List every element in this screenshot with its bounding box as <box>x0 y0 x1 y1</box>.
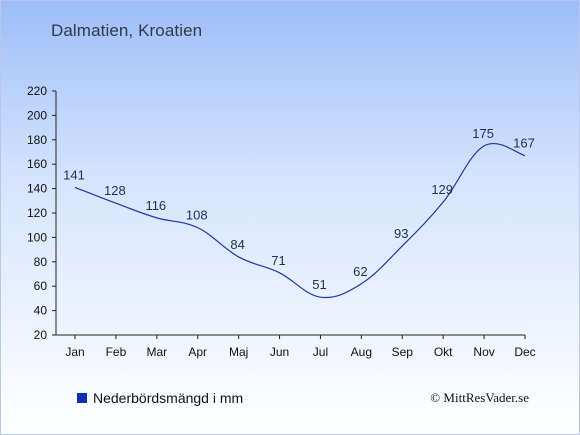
data-label: 116 <box>145 198 166 213</box>
credit-text: © MittResVader.se <box>430 390 529 405</box>
chart-title: Dalmatien, Kroatien <box>51 21 203 40</box>
data-label: 71 <box>271 253 285 268</box>
data-labels: 141 128 116 108 84 71 51 62 93 129 175 167 <box>63 126 535 292</box>
x-tick-label: Sep <box>392 345 414 359</box>
y-tick-label: 20 <box>34 328 48 342</box>
data-label: 84 <box>230 237 244 252</box>
data-label: 62 <box>353 264 367 279</box>
data-label: 51 <box>312 277 326 292</box>
x-tick-label: Feb <box>106 345 127 359</box>
x-tick-label: Okt <box>434 345 453 359</box>
x-tick-label: Jul <box>313 345 328 359</box>
legend-label: Nederbördsmängd i mm <box>93 390 244 406</box>
axes: 20 40 60 80 100 120 140 160 180 200 220 Jan Feb Mar Ap… <box>27 84 536 359</box>
x-tick-label: Maj <box>229 345 248 359</box>
data-label: 141 <box>63 167 85 182</box>
y-tick-label: 60 <box>34 279 48 293</box>
series-layer <box>74 143 526 299</box>
data-label: 93 <box>394 226 408 241</box>
data-label: 129 <box>431 182 453 197</box>
x-tick-label: Mar <box>146 345 167 359</box>
y-tick-label: 200 <box>27 108 47 122</box>
x-tick-label: Jan <box>65 345 84 359</box>
y-tick-label: 120 <box>27 206 47 220</box>
y-tick-label: 40 <box>34 304 48 318</box>
legend-swatch <box>77 393 87 403</box>
x-tick-label: Jun <box>270 345 289 359</box>
x-tick-label: Aug <box>351 345 372 359</box>
y-tick-label: 140 <box>27 182 47 196</box>
legend: Nederbördsmängd i mm <box>77 390 243 406</box>
y-tick-label: 160 <box>27 157 47 171</box>
x-tick-label: Dec <box>514 345 535 359</box>
y-tick-label: 80 <box>34 255 48 269</box>
data-label: 128 <box>104 183 126 198</box>
series-line <box>74 143 526 299</box>
x-tick-label: Apr <box>188 345 207 359</box>
y-tick-label: 220 <box>27 84 47 98</box>
data-label: 108 <box>186 208 208 223</box>
y-tick-label: 180 <box>27 133 47 147</box>
y-tick-label: 100 <box>27 230 47 244</box>
data-label: 167 <box>513 136 535 151</box>
data-label: 175 <box>472 126 494 141</box>
x-tick-label: Nov <box>473 345 494 359</box>
